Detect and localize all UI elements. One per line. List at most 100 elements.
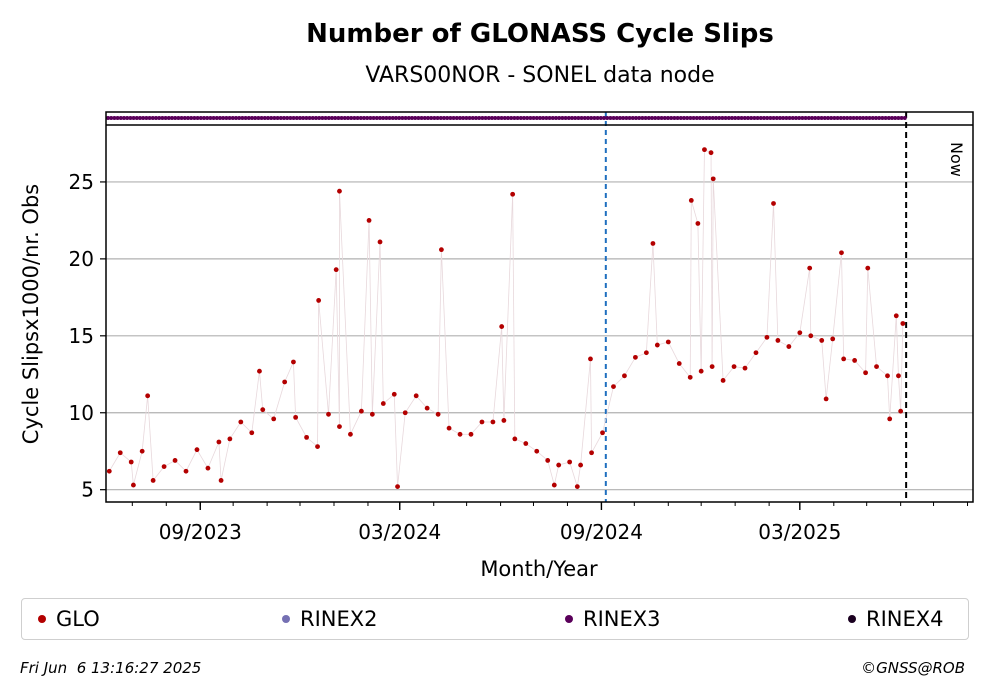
rinex3-marker <box>445 116 450 120</box>
rinex3-marker <box>470 116 475 120</box>
rinex3-marker <box>448 116 453 120</box>
rinex3-marker <box>496 116 501 120</box>
rinex3-marker <box>218 116 222 120</box>
stem-line <box>339 191 351 435</box>
data-point-glo <box>643 350 649 356</box>
data-point-glo <box>720 378 726 383</box>
rinex3-marker <box>128 116 133 120</box>
data-point-glo <box>709 364 715 369</box>
rinex3-marker <box>208 116 213 120</box>
stem-line <box>569 461 578 487</box>
rinex3-marker <box>669 116 674 120</box>
data-point-glo <box>807 265 813 271</box>
rinex3-marker <box>499 116 504 120</box>
rinex3-marker <box>141 116 146 120</box>
rinex3-marker <box>227 116 232 120</box>
rinex3-marker <box>627 116 632 120</box>
data-point-glo <box>654 342 660 348</box>
rinex3-marker <box>464 116 469 120</box>
rinex3-marker <box>224 116 229 120</box>
rinex3-marker <box>243 116 248 120</box>
rinex3-marker <box>621 116 626 120</box>
data-point-glo <box>841 356 847 362</box>
legend-label-rinex2: RINEX2 <box>300 607 378 631</box>
rinex3-marker <box>845 116 850 120</box>
data-point-glo <box>358 408 364 414</box>
data-point-glo <box>457 431 463 437</box>
rinex3-marker <box>122 116 126 120</box>
stem-line <box>240 421 253 434</box>
data-point-glo <box>395 484 400 490</box>
stem-line <box>350 411 362 435</box>
legend-marker-rinex2 <box>282 615 290 623</box>
data-point-glo <box>271 416 277 422</box>
rinex3-marker <box>115 116 120 120</box>
data-point-glo <box>337 424 342 429</box>
rinex3-marker <box>192 116 197 120</box>
rinex3-marker <box>195 116 200 120</box>
data-point-glo <box>893 313 899 319</box>
stem-line <box>196 449 209 469</box>
stem-line <box>437 249 442 415</box>
stem-line <box>492 326 503 423</box>
rinex3-marker <box>630 116 635 120</box>
data-point-glo <box>863 370 868 376</box>
stem-line <box>755 337 768 353</box>
rinex3-marker <box>310 116 315 120</box>
rinex3-marker <box>342 116 347 120</box>
data-point-glo <box>545 458 551 463</box>
data-point-glo <box>823 396 829 402</box>
rinex3-marker <box>403 116 408 120</box>
rinex3-marker <box>602 116 606 120</box>
stem-line <box>220 438 231 481</box>
data-point-glo <box>688 198 694 203</box>
footer-credit: ©GNSS@ROB <box>861 659 965 677</box>
rinex3-marker <box>291 116 296 120</box>
stem-line <box>379 241 384 404</box>
legend: GLO RINEX2 RINEX3 RINEX4 <box>21 598 969 640</box>
legend-marker-glo <box>38 615 46 623</box>
rinex3-marker <box>147 116 152 120</box>
rinex3-marker <box>534 116 539 120</box>
rinex3-marker <box>806 116 811 120</box>
rinex3-marker <box>298 116 302 120</box>
data-point-glo <box>150 478 156 483</box>
stem-line <box>152 466 165 481</box>
data-point-glo <box>589 450 594 456</box>
data-point-glo <box>887 416 893 422</box>
stem-lines <box>108 149 904 487</box>
legend-marker-rinex4 <box>848 615 856 623</box>
data-point-glo <box>775 338 781 343</box>
rinex3-marker <box>352 116 357 120</box>
data-point-glo <box>131 482 136 488</box>
rinex3-marker <box>512 116 517 120</box>
data-point-glo <box>896 373 901 379</box>
rinex3-marker <box>240 116 245 120</box>
rinex3-marker <box>781 116 786 120</box>
rinex3-marker <box>784 116 789 120</box>
data-point-glo <box>260 407 266 413</box>
data-point-glo <box>710 176 716 182</box>
stem-line <box>602 386 614 433</box>
rinex3-marker <box>285 116 290 120</box>
rinex3-marker <box>432 116 437 120</box>
rinex3-marker <box>691 116 696 120</box>
chart-title: Number of GLONASS Cycle Slips <box>306 19 774 49</box>
rinex3-marker <box>518 116 523 120</box>
rinex3-marker <box>269 116 274 120</box>
stem-line <box>900 323 904 412</box>
stem-line <box>295 417 307 438</box>
data-point-glo <box>865 265 871 271</box>
rinex3-marker <box>365 116 370 120</box>
rinex3-marker <box>589 116 594 120</box>
rinex3-marker <box>611 116 616 120</box>
rinex3-marker <box>106 116 110 120</box>
data-point-glo <box>218 478 224 483</box>
footer-timestamp: Fri Jun 6 13:16:27 2025 <box>20 659 202 677</box>
rinex3-marker <box>502 116 507 120</box>
stem-line <box>360 220 370 412</box>
rinex3-marker <box>374 116 379 120</box>
rinex3-marker <box>832 116 837 120</box>
rinex3-marker <box>461 116 466 120</box>
data-point-glo <box>282 379 288 385</box>
